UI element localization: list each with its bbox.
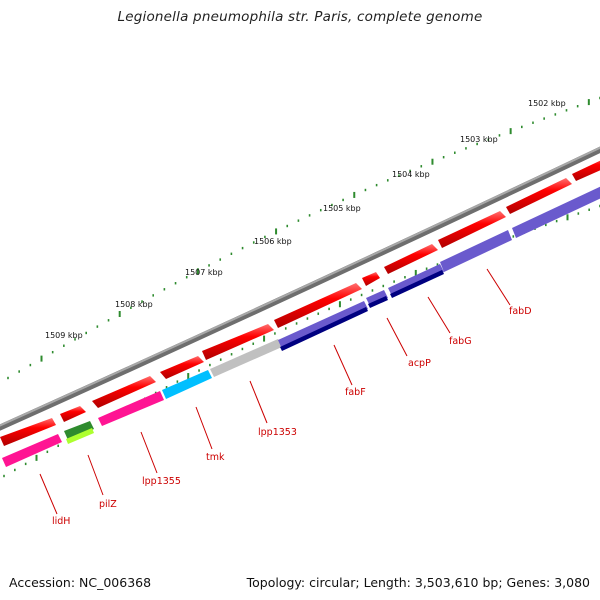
- tick-ring: [7, 96, 600, 380]
- gene-labels: lidH pilZ lpp1355 tmk lpp1353 fabF acpP fabG fab…: [52, 306, 532, 527]
- kbp-label: 1503 kbp: [460, 135, 498, 144]
- gene-label-fabD[interactable]: fabD: [509, 306, 532, 317]
- genome-backbone: [0, 146, 600, 431]
- kbp-label: 1508 kbp: [115, 300, 153, 309]
- kbp-label: 1504 kbp: [392, 170, 430, 179]
- gene-label-lpp1353[interactable]: lpp1353: [258, 427, 297, 438]
- cds-navy-dark[interactable]: [390, 270, 444, 298]
- forward-features: [0, 156, 600, 446]
- gene-label-lines: [39, 268, 511, 515]
- lower-features: [2, 182, 600, 467]
- cds-navy-dark[interactable]: [368, 296, 388, 308]
- cds-forward[interactable]: [362, 272, 380, 286]
- gene-label-lidH[interactable]: lidH: [52, 516, 70, 527]
- cds-forward[interactable]: [274, 283, 362, 328]
- cds-slate[interactable]: [440, 230, 512, 272]
- map-title: Legionella pneumophila str. Paris, compl…: [117, 9, 483, 25]
- cds-green-light[interactable]: [66, 428, 94, 444]
- cds-forward[interactable]: [60, 406, 86, 422]
- kbp-label: 1506 kbp: [254, 237, 292, 246]
- cds-slate[interactable]: [366, 290, 388, 306]
- cds-green[interactable]: [64, 421, 94, 440]
- cds-forward[interactable]: [0, 418, 56, 446]
- gene-label-acpP[interactable]: acpP: [408, 358, 431, 369]
- cds-navy[interactable]: [278, 301, 368, 349]
- cds-forward[interactable]: [438, 211, 506, 248]
- cds-magenta[interactable]: [98, 391, 164, 426]
- accession-text: Accession: NC_006368: [9, 575, 152, 590]
- cds-slate[interactable]: [512, 182, 600, 238]
- cds-forward[interactable]: [572, 156, 600, 181]
- cds-slate[interactable]: [388, 264, 444, 296]
- kbp-label: 1509 kbp: [45, 331, 83, 340]
- kbp-label: 1507 kbp: [185, 268, 223, 277]
- cds-grey[interactable]: [210, 339, 282, 377]
- gene-label-pilZ[interactable]: pilZ: [99, 499, 117, 510]
- cds-forward[interactable]: [384, 244, 438, 274]
- cds-cyan[interactable]: [162, 370, 212, 399]
- gene-label-fabG[interactable]: fabG: [449, 336, 472, 347]
- kbp-label: 1505 kbp: [323, 204, 361, 213]
- cds-forward[interactable]: [92, 376, 156, 408]
- gene-label-lpp1355[interactable]: lpp1355: [142, 476, 181, 487]
- topology-text: Topology: circular; Length: 3,503,610 bp…: [246, 575, 590, 590]
- cds-forward[interactable]: [202, 324, 274, 360]
- kbp-labels: 1502 kbp 1503 kbp 1504 kbp 1505 kbp 1506 kbp…: [45, 99, 566, 340]
- cds-forward[interactable]: [160, 356, 204, 379]
- kbp-label: 1502 kbp: [528, 99, 566, 108]
- gene-label-fabF[interactable]: fabF: [345, 387, 366, 398]
- cds-forward[interactable]: [506, 178, 572, 214]
- cds-navy-dark[interactable]: [280, 307, 368, 351]
- cds-magenta[interactable]: [2, 434, 62, 467]
- gene-label-tmk[interactable]: tmk: [206, 452, 225, 463]
